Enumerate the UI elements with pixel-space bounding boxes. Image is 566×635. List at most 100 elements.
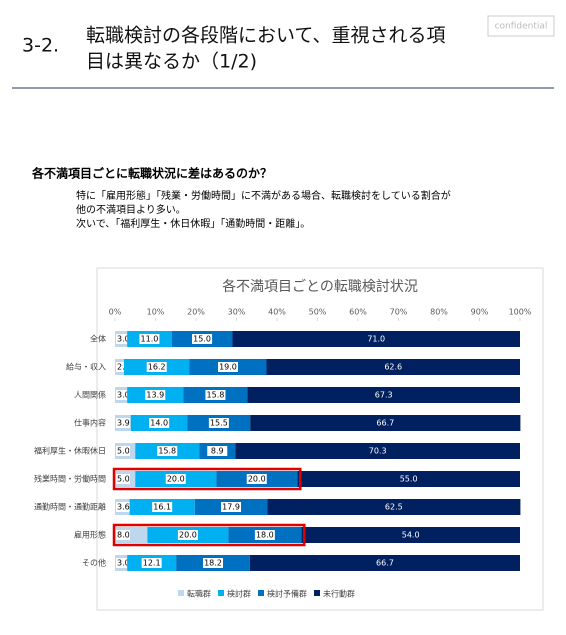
badge-box [487, 15, 555, 37]
legend-label: 未行動群 [323, 589, 355, 599]
label-bg [116, 362, 130, 372]
label-bg [145, 390, 166, 400]
x-tick-label: 50% [309, 308, 327, 317]
value-label: 20.0 [179, 531, 197, 540]
label-bg [157, 446, 178, 456]
x-tick-label: 0% [109, 308, 122, 317]
chart-title: 各不満項目ごとの転職検討状況 [222, 279, 418, 295]
body-text: 他の不満項目より多い。 [76, 203, 186, 216]
bar-segment [267, 499, 521, 515]
value-label: 16.1 [153, 503, 171, 512]
label-bg [141, 558, 162, 568]
value-label: 5.0 [117, 447, 130, 456]
label-bg [116, 418, 130, 428]
label-bg [165, 474, 186, 484]
label-bg [116, 558, 130, 568]
category-label: 通勤時間・通勤距離 [34, 502, 106, 512]
x-tick-label: 90% [471, 308, 489, 317]
value-label: 62.6 [384, 363, 402, 372]
label-bg [207, 446, 228, 456]
value-label: 18.2 [204, 559, 222, 568]
chart-frame [96, 267, 544, 611]
legend-label: 転職群 [187, 589, 211, 599]
body-text: 次いで、「福利厚生・休日休暇」「通勤時間・距離」。 [76, 217, 310, 230]
value-label: 3.6 [117, 503, 130, 512]
badge: confidential [495, 22, 548, 32]
value-label: 15.8 [158, 447, 176, 456]
category-label: 全体 [90, 334, 106, 344]
x-tick-label: 10% [147, 308, 165, 317]
x-tick-label: 60% [349, 308, 367, 317]
category-label: 給与・収入 [66, 362, 106, 372]
highlight-box [112, 523, 306, 547]
x-tick-label: 20% [187, 308, 205, 317]
category-label: その他 [82, 558, 106, 568]
value-label: 3.0 [117, 391, 130, 400]
legend-label: 検討群 [227, 589, 251, 599]
value-label: 62.5 [385, 503, 403, 512]
value-label: 3.9 [117, 419, 130, 428]
category-label: 雇用形態 [74, 530, 106, 540]
value-label: 71.0 [367, 335, 385, 344]
label-bg [177, 530, 198, 540]
bar-segment [232, 331, 520, 347]
value-label: 3.0 [117, 559, 130, 568]
value-label: 12.1 [143, 559, 161, 568]
slide-number: 3-2. [22, 35, 59, 57]
value-label: 54.0 [402, 531, 420, 540]
value-label: 15.0 [193, 335, 211, 344]
category-label: 残業時間・労働時間 [34, 474, 106, 484]
label-bg [152, 502, 173, 512]
label-bg [149, 418, 170, 428]
label-bg [116, 530, 130, 540]
highlight-box [112, 467, 302, 491]
value-label: 15.8 [207, 391, 225, 400]
value-label: 8.9 [211, 447, 224, 456]
value-label: 3.0 [117, 335, 130, 344]
value-label: 70.3 [369, 447, 387, 456]
value-label: 20.0 [167, 475, 185, 484]
bar-segment [235, 443, 520, 459]
x-tick-label: 40% [268, 308, 286, 317]
label-bg [116, 502, 130, 512]
value-label: 66.7 [376, 419, 394, 428]
legend-swatch [314, 590, 320, 596]
bar-segment [266, 359, 520, 375]
value-label: 66.7 [376, 559, 394, 568]
bar-segment [297, 471, 520, 487]
slide-title: 目は異なるか（1/2) [86, 51, 257, 73]
label-bg [208, 418, 229, 428]
value-label: 5.0 [117, 475, 130, 484]
label-bg [146, 362, 167, 372]
label-bg [217, 362, 238, 372]
value-label: 17.9 [222, 503, 240, 512]
value-label: 13.9 [146, 391, 164, 400]
label-bg [192, 334, 213, 344]
value-label: 2.2 [117, 363, 130, 372]
bar-segment [247, 387, 520, 403]
category-label: 人間関係 [74, 391, 106, 400]
value-label: 18.0 [256, 531, 274, 540]
body-text: 特に「雇用形態」「残業・労働時間」に不満がある場合、転職検討をしている割合が [76, 189, 451, 202]
value-label: 8.0 [117, 531, 130, 540]
bar-segment [250, 415, 521, 431]
x-tick-label: 30% [228, 308, 246, 317]
legend-swatch [258, 590, 264, 596]
bar-segment [249, 555, 521, 571]
section-heading: 各不満項目ごとに転職状況に差はあるのか？ [31, 166, 272, 181]
value-label: 20.0 [248, 475, 266, 484]
label-bg [205, 390, 226, 400]
bar-segment [301, 527, 520, 543]
label-bg [116, 390, 130, 400]
label-bg [116, 334, 130, 344]
legend-label: 検討予備群 [267, 589, 307, 599]
value-label: 11.0 [141, 335, 159, 344]
value-label: 14.0 [150, 419, 168, 428]
x-tick-label: 80% [430, 308, 448, 317]
legend-swatch [178, 590, 184, 596]
label-bg [116, 446, 130, 456]
category-label: 仕事内容 [74, 418, 106, 428]
x-tick-label: 70% [390, 308, 408, 317]
